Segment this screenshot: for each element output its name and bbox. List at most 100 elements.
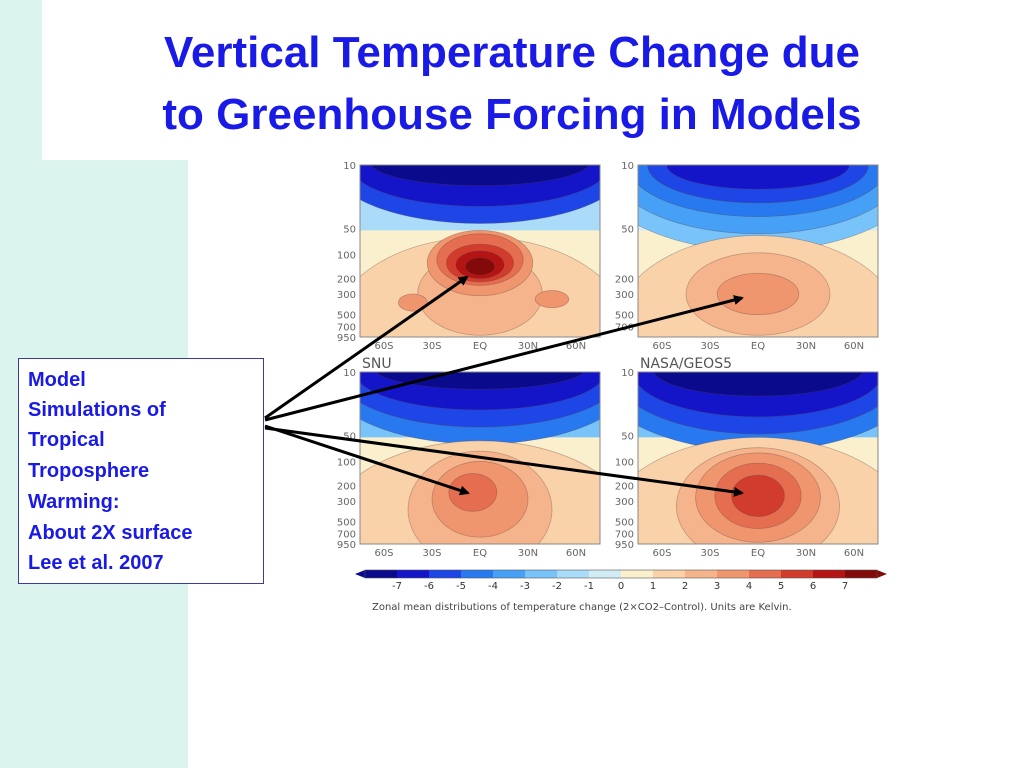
contour-band: [375, 372, 585, 390]
panel-frame: [637, 371, 879, 545]
panel-label-snu: SNU: [362, 356, 392, 372]
contour-band: [731, 474, 785, 517]
pressure-tick-label: 300: [615, 290, 634, 301]
callout-line-2: Simulations of: [28, 399, 166, 421]
pressure-tick-label: 100: [337, 250, 356, 261]
latitude-tick-label: 60S: [652, 341, 671, 352]
colorbar-segment: [493, 570, 526, 578]
panel-frame: [637, 164, 879, 338]
pressure-tick-label: 100: [337, 457, 356, 468]
latitude-tick-label: 30N: [518, 548, 538, 559]
colorbar-segment: [365, 570, 398, 578]
colorbar-segment: [429, 570, 462, 578]
colorbar-segment: [685, 570, 718, 578]
colorbar-tick-label: 1: [650, 581, 656, 592]
latitude-tick-label: 60S: [652, 548, 671, 559]
panel-frame: [359, 164, 601, 338]
colorbar-tick-label: -1: [584, 581, 594, 592]
latitude-tick-label: EQ: [751, 548, 765, 559]
callout-line-6: About 2X surface: [28, 522, 193, 544]
pressure-tick-label: 700: [337, 323, 356, 334]
pressure-tick-label: 300: [337, 290, 356, 301]
latitude-tick-label: 30S: [422, 341, 441, 352]
colorbar: -7 -6 -5 -4 -3 -2 -1 0 1 2 3 4 5 6 7: [355, 569, 887, 592]
figure-caption: Zonal mean distributions of temperature …: [372, 602, 792, 613]
colorbar-segment: [589, 570, 622, 578]
arrow-to-nasa-panel: [264, 426, 744, 497]
callout-line-3: Tropical: [28, 429, 105, 451]
contour-panel-top-right: [638, 165, 878, 337]
colorbar-tick-label: -7: [392, 581, 402, 592]
top-left-background-strip: [0, 0, 42, 160]
colorbar-tick-label: 6: [810, 581, 816, 592]
title-line-2: to Greenhouse Forcing in Models: [162, 90, 862, 139]
pressure-tick-label: 50: [343, 225, 356, 236]
latitude-tick-label: EQ: [751, 341, 765, 352]
callout-line-4: Troposphere: [28, 460, 150, 482]
colorbar-tick-label: -3: [520, 581, 530, 592]
colorbar-segment: [813, 570, 846, 578]
pressure-tick-label: 950: [337, 333, 356, 344]
colorbar-tick-label: -6: [424, 581, 434, 592]
pressure-tick-label: 200: [337, 482, 356, 493]
latitude-tick-label: 60N: [844, 341, 864, 352]
latitude-tick-label: 60N: [844, 548, 864, 559]
callout-line-5: Warming:: [28, 491, 120, 513]
callout-arrows: [264, 275, 744, 497]
latitude-tick-label: 60S: [374, 548, 393, 559]
colorbar-outline: [364, 569, 878, 579]
pressure-tick-label: 10: [343, 161, 356, 172]
contour-band: [397, 293, 428, 312]
latitude-tick-label: 30S: [700, 548, 719, 559]
colorbar-tick-label: -2: [552, 581, 562, 592]
pressure-tick-label: 950: [337, 540, 356, 551]
arrow-to-snu-panel: [264, 424, 470, 496]
latitude-tick-label: 30S: [422, 548, 441, 559]
pressure-tick-label: 500: [337, 311, 356, 322]
latitude-tick-label: 30S: [700, 341, 719, 352]
latitude-tick-label: 30N: [796, 341, 816, 352]
slide-title: Vertical Temperature Change due to Green…: [42, 0, 982, 160]
contour-band: [465, 257, 495, 276]
pressure-tick-label: 10: [621, 161, 634, 172]
colorbar-tick-label: 0: [618, 581, 624, 592]
panel-label-nasa-geos5: NASA/GEOS5: [640, 356, 732, 372]
callout-line-7: Lee et al. 2007: [28, 552, 164, 574]
pressure-tick-label: 200: [615, 275, 634, 286]
colorbar-segment: [525, 570, 558, 578]
latitude-tick-label: 30N: [518, 341, 538, 352]
latitude-tick-label: EQ: [473, 548, 487, 559]
colorbar-tick-label: -4: [488, 581, 498, 592]
latitude-tick-label: 60S: [374, 341, 393, 352]
pressure-tick-label: 200: [615, 482, 634, 493]
arrow-to-top-right-panel: [264, 295, 744, 422]
contour-band: [716, 272, 800, 316]
contour-band: [448, 473, 498, 512]
colorbar-tick-label: -5: [456, 581, 466, 592]
colorbar-segment: [653, 570, 686, 578]
pressure-tick-label: 10: [343, 368, 356, 379]
colorbar-tick-label: 3: [714, 581, 720, 592]
colorbar-segment: [749, 570, 782, 578]
pressure-tick-label: 500: [615, 311, 634, 322]
pressure-tick-label: 500: [615, 518, 634, 529]
colorbar-segment: [717, 570, 750, 578]
pressure-tick-label: 50: [621, 432, 634, 443]
colorbar-tick-label: 2: [682, 581, 688, 592]
pressure-tick-label: 50: [621, 225, 634, 236]
contour-panel-nasa-geos5: [638, 372, 878, 544]
contour-band: [534, 290, 570, 309]
latitude-tick-label: 60N: [566, 341, 586, 352]
pressure-tick-label: 700: [337, 530, 356, 541]
model-simulations-callout: Model Simulations of Tropical Tropospher…: [18, 358, 264, 584]
colorbar-segment: [845, 570, 878, 578]
colorbar-segment: [397, 570, 430, 578]
colorbar-segment: [461, 570, 494, 578]
callout-line-1: Model: [28, 369, 86, 391]
latitude-tick-label: EQ: [473, 341, 487, 352]
colorbar-segment: [557, 570, 590, 578]
pressure-tick-label: 10: [621, 368, 634, 379]
colorbar-tick-label: 4: [746, 581, 752, 592]
